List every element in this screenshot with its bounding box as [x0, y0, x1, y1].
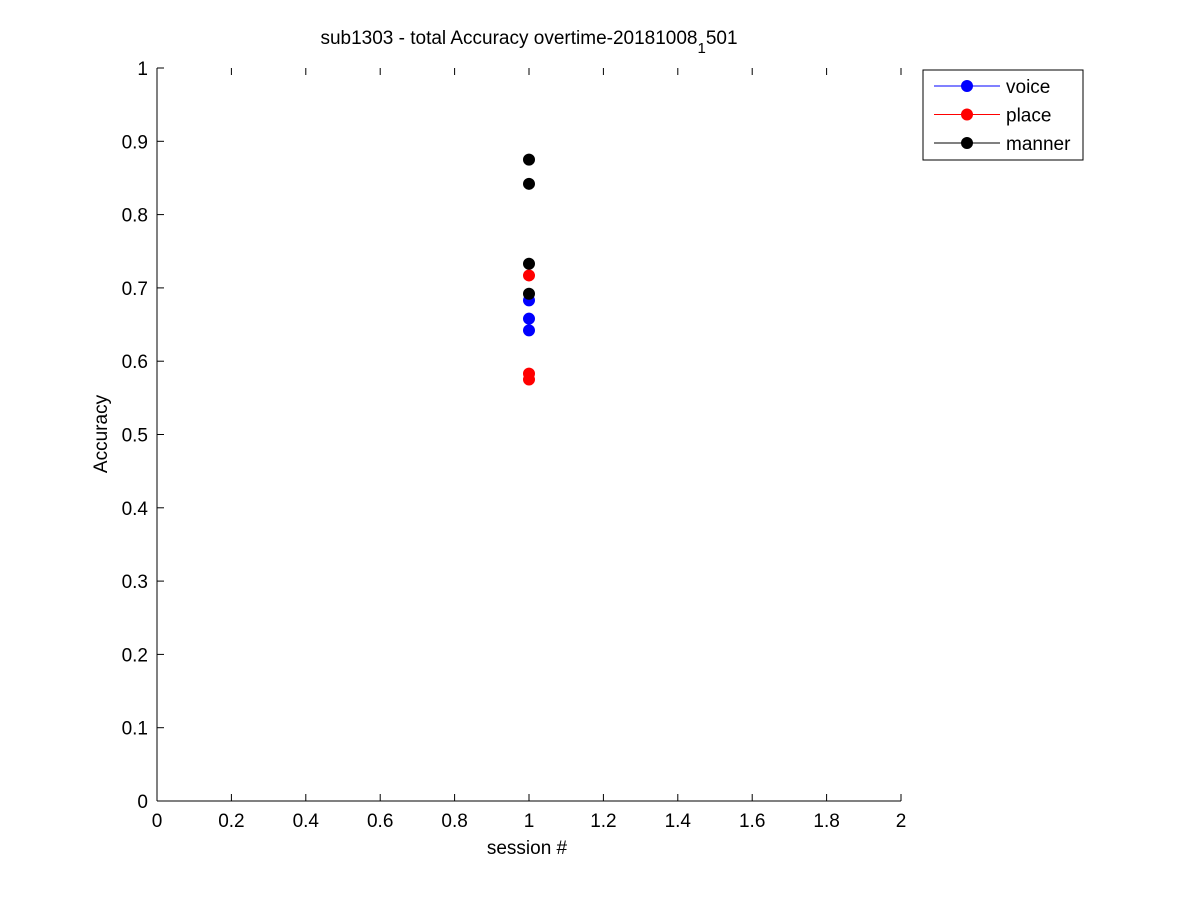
- x-ticks: 0 0.2 0.4 0.6 0.8 1 1.2 1.4 1.6 1.8 2: [152, 68, 907, 832]
- y-ticks: 0 0.1 0.2 0.3 0.4 0.5 0.6 0.7 0.8 0.9 1: [122, 59, 164, 813]
- point-place: [523, 373, 535, 386]
- title-subscript: 1: [698, 40, 706, 57]
- data-points: [523, 153, 535, 386]
- y-axis-label: Accuracy: [91, 394, 112, 473]
- legend-label-manner: manner: [1006, 134, 1071, 155]
- y-tick-label: 0.2: [122, 645, 148, 666]
- legend-marker-place: [961, 108, 973, 121]
- legend-label-place: place: [1006, 106, 1051, 127]
- legend-marker-voice: [961, 80, 973, 92]
- point-place: [523, 269, 535, 282]
- point-manner: [523, 257, 535, 270]
- x-axis-label: session #: [487, 838, 568, 859]
- x-tick-label: 0.2: [218, 811, 244, 832]
- legend: voice place manner: [922, 69, 1084, 161]
- title-tail: 501: [706, 28, 738, 49]
- x-tick-label: 1.4: [665, 811, 692, 832]
- point-voice: [523, 324, 535, 337]
- x-tick-label: 1: [524, 811, 535, 832]
- x-tick-label: 1.6: [739, 811, 765, 832]
- x-tick-label: 0: [152, 811, 163, 832]
- y-tick-label: 1: [137, 59, 148, 80]
- y-tick-label: 0.3: [122, 572, 148, 593]
- y-tick-label: 0.1: [122, 719, 148, 740]
- point-manner: [523, 177, 535, 190]
- x-tick-label: 0.4: [293, 811, 320, 832]
- y-tick-label: 0.4: [122, 499, 149, 520]
- plot-area: [157, 68, 901, 801]
- y-tick-label: 0: [137, 792, 148, 813]
- x-tick-label: 2: [896, 811, 907, 832]
- legend-marker-manner: [961, 137, 973, 149]
- y-tick-label: 0.6: [122, 352, 148, 373]
- legend-label-voice: voice: [1006, 77, 1050, 98]
- y-tick-label: 0.8: [122, 206, 148, 227]
- y-tick-label: 0.5: [122, 426, 148, 447]
- x-tick-label: 1.2: [590, 811, 616, 832]
- chart-title: sub1303 - total Accuracy overtime-201810…: [320, 28, 737, 57]
- title-main: sub1303 - total Accuracy overtime-201810…: [320, 28, 697, 49]
- x-tick-label: 0.8: [441, 811, 467, 832]
- point-voice: [523, 312, 535, 325]
- x-tick-label: 1.8: [813, 811, 839, 832]
- y-tick-label: 0.9: [122, 132, 148, 153]
- y-tick-label: 0.7: [122, 279, 148, 300]
- x-tick-label: 0.6: [367, 811, 393, 832]
- point-manner: [523, 153, 535, 166]
- point-manner: [523, 287, 535, 300]
